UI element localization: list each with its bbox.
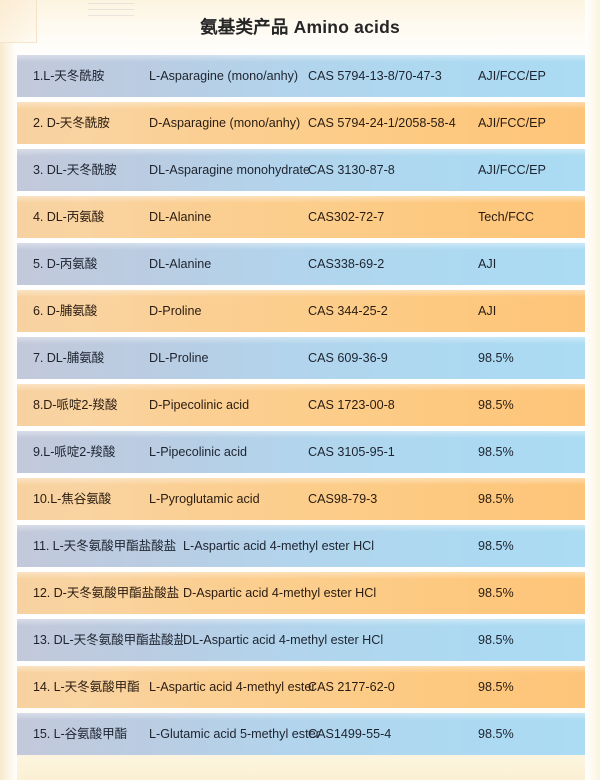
table-row-cells: 5. D-丙氨酸 DL-Alanine CAS338-69-2 AJI [17, 243, 585, 285]
table-row-cells: 13. DL-天冬氨酸甲酯盐酸盐 DL-Aspartic acid 4-methy… [17, 619, 585, 661]
product-name-en: DL-Proline [149, 351, 209, 365]
product-name-cn: 2. D-天冬酰胺 [33, 116, 110, 130]
table-row-cells: 3. DL-天冬酰胺 DL-Asparagine monohydrate CAS 3… [17, 149, 585, 191]
product-name-cn: 6. D-脯氨酸 [33, 304, 98, 318]
product-name-en: DL-Asparagine monohydrate [149, 163, 311, 177]
specification: AJI/FCC/EP [478, 116, 546, 130]
product-name-en: DL-Aspartic acid 4-methyl ester HCl [183, 633, 384, 647]
specification: 98.5% [478, 680, 514, 694]
product-name-cn: 7. DL-脯氨酸 [33, 351, 105, 365]
cas-number: CAS1499-55-4 [308, 727, 392, 741]
cas-number: CAS302-72-7 [308, 210, 385, 224]
product-name-en: L-Pipecolinic acid [149, 445, 248, 459]
specification: AJI/FCC/EP [478, 163, 546, 177]
product-name-cn: 13. DL-天冬氨酸甲酯盐酸盐 [33, 633, 183, 647]
amino-acids-table: 1.L-天冬酰胺 L-Asparagine (mono/anhy) CAS 5794… [17, 55, 585, 760]
product-name-cn: 11. L-天冬氨酸甲酯盐酸盐 [33, 539, 177, 553]
specification: Tech/FCC [478, 210, 534, 224]
table-row: 9.L-哌啶2-羧酸 L-Pipecolinic acid CAS 3105-95-… [17, 431, 585, 473]
table-row: 11. L-天冬氨酸甲酯盐酸盐 L-Aspartic acid 4-methyl … [17, 525, 585, 567]
product-name-en: L-Aspartic acid 4-methyl ester [149, 680, 316, 694]
table-row: 13. DL-天冬氨酸甲酯盐酸盐 DL-Aspartic acid 4-methy… [17, 619, 585, 661]
product-name-cn: 3. DL-天冬酰胺 [33, 163, 117, 177]
specification: AJI [478, 257, 497, 271]
product-name-cn: 5. D-丙氨酸 [33, 257, 98, 271]
table-row-cells: 10.L-焦谷氨酸 L-Pyroglutamic acid CAS98-79-3 98… [17, 478, 585, 520]
product-name-en: D-Pipecolinic acid [149, 398, 250, 412]
table-row: 4. DL-丙氨酸 DL-Alanine CAS302-72-7 Tech/FCC [17, 196, 585, 238]
specification: 98.5% [478, 398, 514, 412]
cas-number: CAS 3130-87-8 [308, 163, 395, 177]
product-name-en: L-Pyroglutamic acid [149, 492, 260, 506]
cas-number: CAS 1723-00-8 [308, 398, 395, 412]
product-name-en: DL-Alanine [149, 257, 212, 271]
table-row: 15. L-谷氨酸甲酯 L-Glutamic acid 5-methyl este… [17, 713, 585, 755]
page-title: 氨基类产品 Amino acids [200, 17, 400, 37]
cas-number: CAS98-79-3 [308, 492, 378, 506]
specification: 98.5% [478, 727, 514, 741]
product-name-cn: 12. D-天冬氨酸甲酯盐酸盐 [33, 586, 180, 600]
product-name-cn: 1.L-天冬酰胺 [33, 69, 105, 83]
cas-number: CAS338-69-2 [308, 257, 385, 271]
product-name-cn: 14. L-天冬氨酸甲酯 [33, 680, 140, 694]
table-row: 12. D-天冬氨酸甲酯盐酸盐 D-Aspartic acid 4-methyl … [17, 572, 585, 614]
cas-number: CAS 5794-24-1/2058-58-4 [308, 116, 456, 130]
table-row-cells: 4. DL-丙氨酸 DL-Alanine CAS302-72-7 Tech/FCC [17, 196, 585, 238]
specification: 98.5% [478, 351, 514, 365]
product-name-cn: 10.L-焦谷氨酸 [33, 492, 112, 506]
table-row: 10.L-焦谷氨酸 L-Pyroglutamic acid CAS98-79-3 98… [17, 478, 585, 520]
table-row: 6. D-脯氨酸 D-Proline CAS 344-25-2 AJI [17, 290, 585, 332]
specification: 98.5% [478, 539, 514, 553]
table-row-cells: 9.L-哌啶2-羧酸 L-Pipecolinic acid CAS 3105-95-… [17, 431, 585, 473]
table-row-cells: 15. L-谷氨酸甲酯 L-Glutamic acid 5-methyl este… [17, 713, 585, 755]
specification: AJI [478, 304, 497, 318]
table-row-cells: 8.D-哌啶2-羧酸 D-Pipecolinic acid CAS 1723-00-… [17, 384, 585, 426]
product-name-en: D-Proline [149, 304, 202, 318]
product-name-en: D-Aspartic acid 4-methyl ester HCl [183, 586, 377, 600]
table-row-cells: 7. DL-脯氨酸 DL-Proline CAS 609-36-9 98.5% [17, 337, 585, 379]
cas-number: CAS 609-36-9 [308, 351, 388, 365]
table-row: 2. D-天冬酰胺 D-Asparagine (mono/anhy) CAS 579… [17, 102, 585, 144]
table-row-cells: 1.L-天冬酰胺 L-Asparagine (mono/anhy) CAS 5794… [17, 55, 585, 97]
table-row: 3. DL-天冬酰胺 DL-Asparagine monohydrate CAS 3… [17, 149, 585, 191]
product-name-cn: 9.L-哌啶2-羧酸 [33, 445, 116, 459]
product-name-en: L-Asparagine (mono/anhy) [149, 69, 299, 83]
table-row-cells: 11. L-天冬氨酸甲酯盐酸盐 L-Aspartic acid 4-methyl … [17, 525, 585, 567]
table-row: 14. L-天冬氨酸甲酯 L-Aspartic acid 4-methyl est… [17, 666, 585, 708]
specification: 98.5% [478, 586, 514, 600]
table-row: 7. DL-脯氨酸 DL-Proline CAS 609-36-9 98.5% [17, 337, 585, 379]
product-name-cn: 8.D-哌啶2-羧酸 [33, 398, 118, 412]
product-name-cn: 4. DL-丙氨酸 [33, 210, 105, 224]
specification: 98.5% [478, 633, 514, 647]
cas-number: CAS 3105-95-1 [308, 445, 395, 459]
product-name-en: DL-Alanine [149, 210, 212, 224]
product-name-en: L-Glutamic acid 5-methyl ester [149, 727, 320, 741]
specification: 98.5% [478, 445, 514, 459]
specification: 98.5% [478, 492, 514, 506]
table-row: 1.L-天冬酰胺 L-Asparagine (mono/anhy) CAS 5794… [17, 55, 585, 97]
cas-number: CAS 5794-13-8/70-47-3 [308, 69, 442, 83]
table-row-cells: 2. D-天冬酰胺 D-Asparagine (mono/anhy) CAS 579… [17, 102, 585, 144]
table-row-cells: 6. D-脯氨酸 D-Proline CAS 344-25-2 AJI [17, 290, 585, 332]
product-name-cn: 15. L-谷氨酸甲酯 [33, 727, 128, 741]
table-row-cells: 14. L-天冬氨酸甲酯 L-Aspartic acid 4-methyl est… [17, 666, 585, 708]
specification: AJI/FCC/EP [478, 69, 546, 83]
table-row: 8.D-哌啶2-羧酸 D-Pipecolinic acid CAS 1723-00-… [17, 384, 585, 426]
table-row: 5. D-丙氨酸 DL-Alanine CAS338-69-2 AJI [17, 243, 585, 285]
product-name-en: L-Aspartic acid 4-methyl ester HCl [183, 539, 375, 553]
cas-number: CAS 2177-62-0 [308, 680, 395, 694]
cas-number: CAS 344-25-2 [308, 304, 388, 318]
product-name-en: D-Asparagine (mono/anhy) [149, 116, 301, 130]
table-row-cells: 12. D-天冬氨酸甲酯盐酸盐 D-Aspartic acid 4-methyl … [17, 572, 585, 614]
